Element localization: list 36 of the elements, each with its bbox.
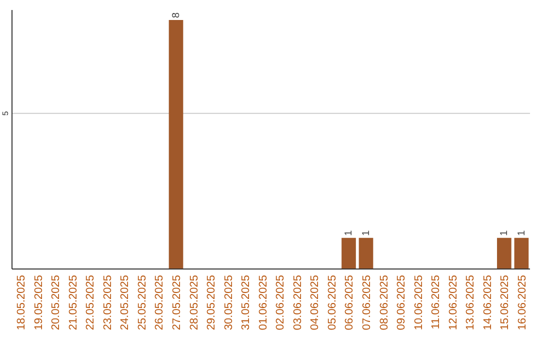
x-tick-label: 28.05.2025 bbox=[188, 275, 200, 330]
x-tick-label: 05.06.2025 bbox=[326, 275, 338, 330]
x-tick-label: 25.05.2025 bbox=[136, 275, 148, 330]
x-tick-label: 24.05.2025 bbox=[119, 275, 132, 330]
x-tick-label: 08.06.2025 bbox=[378, 275, 390, 330]
x-tick-label: 02.06.2025 bbox=[274, 275, 287, 330]
x-tick-label: 12.06.2025 bbox=[447, 275, 460, 330]
x-tick-label: 10.06.2025 bbox=[412, 275, 425, 330]
x-tick-label: 30.05.2025 bbox=[222, 275, 235, 330]
x-tick-label: 09.06.2025 bbox=[396, 275, 408, 330]
x-tick-label: 11.06.2025 bbox=[430, 275, 442, 330]
x-tick-label: 07.06.2025 bbox=[361, 275, 373, 330]
data-label: 1 bbox=[516, 230, 528, 236]
data-label: 8 bbox=[171, 12, 182, 18]
x-tick-label: 23.05.2025 bbox=[102, 275, 114, 330]
x-tick-label: 31.05.2025 bbox=[240, 275, 252, 330]
x-tick-label: 01.06.2025 bbox=[257, 275, 270, 330]
x-tick-label: 18.05.2025 bbox=[16, 275, 28, 330]
x-tick-label: 03.06.2025 bbox=[292, 275, 304, 330]
x-tick-label: 13.06.2025 bbox=[464, 275, 477, 330]
data-label: 1 bbox=[499, 230, 510, 236]
x-tick-label: 19.05.2025 bbox=[32, 275, 45, 330]
x-tick-label: 15.06.2025 bbox=[499, 275, 512, 330]
x-tick-label: 26.05.2025 bbox=[154, 275, 166, 330]
x-tick-label: 06.06.2025 bbox=[344, 275, 356, 330]
x-tick-label: 29.05.2025 bbox=[206, 275, 218, 330]
x-tick-label: 27.05.2025 bbox=[171, 275, 183, 330]
x-tick-label: 20.05.2025 bbox=[50, 275, 62, 330]
x-tick-label: 21.05.2025 bbox=[67, 275, 80, 330]
x-tick-label: 14.06.2025 bbox=[482, 275, 494, 330]
x-tick-label: 16.06.2025 bbox=[516, 275, 528, 330]
x-tick-label: 22.05.2025 bbox=[84, 275, 97, 330]
x-tick-label: 04.06.2025 bbox=[309, 275, 322, 330]
data-label: 1 bbox=[344, 230, 355, 236]
data-label: 1 bbox=[361, 230, 372, 236]
y-tick-label: 5 bbox=[1, 110, 10, 116]
